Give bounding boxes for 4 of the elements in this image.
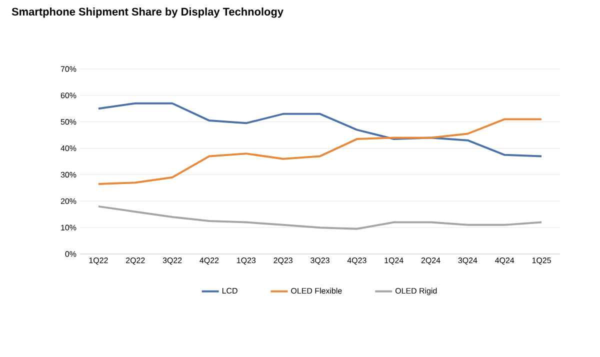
line-series bbox=[97, 205, 543, 230]
line-series bbox=[97, 118, 543, 185]
line-series bbox=[97, 102, 543, 158]
chart-title: Smartphone Shipment Share by Display Technology bbox=[12, 8, 284, 18]
